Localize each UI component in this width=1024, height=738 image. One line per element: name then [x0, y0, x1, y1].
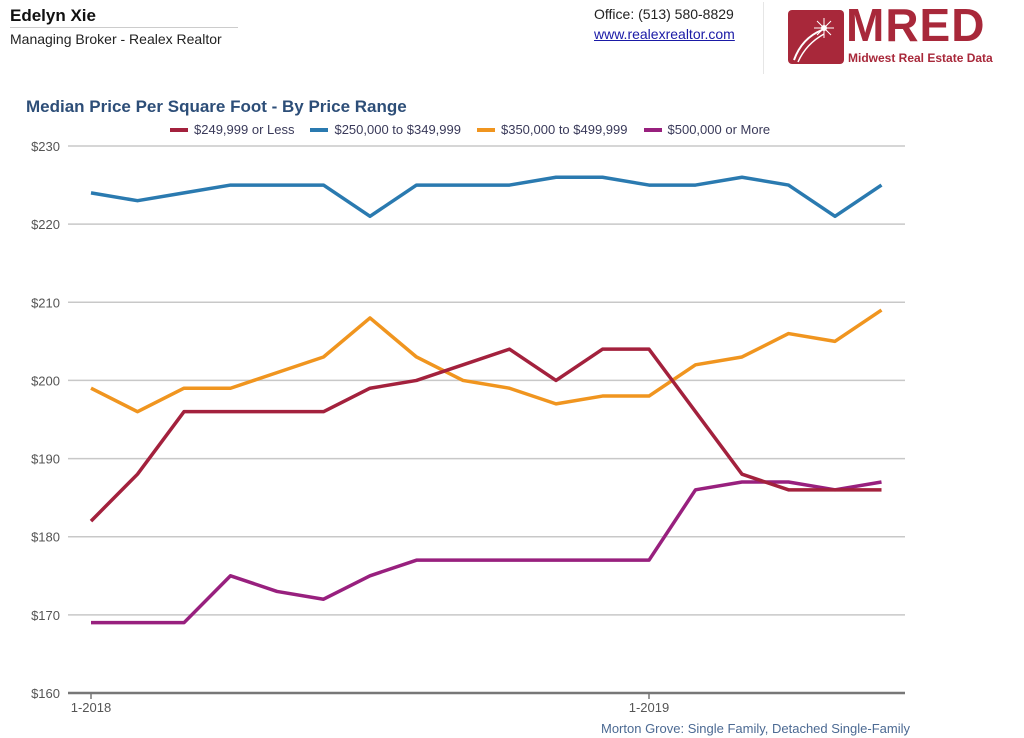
y-tick-label: $210 [31, 295, 60, 310]
website-link[interactable]: www.realexrealtor.com [594, 26, 735, 42]
legend-label: $249,999 or Less [194, 122, 295, 137]
legend-swatch [170, 128, 188, 132]
series-line-3 [90, 308, 883, 414]
legend-item[interactable]: $249,999 or Less [170, 122, 294, 138]
chart-footer: Morton Grove: Single Family, Detached Si… [601, 721, 910, 736]
y-tick-label: $220 [31, 217, 60, 232]
logo-wordmark: MRED [846, 0, 986, 51]
legend-swatch [310, 128, 329, 132]
legend-item[interactable]: $350,000 to $499,999 [476, 122, 628, 138]
x-tick-label: 1-2018 [71, 700, 111, 715]
legend-label: $500,000 or More [667, 122, 771, 137]
agent-title: Managing Broker - Realex Realtor [10, 31, 222, 47]
series-line-2 [90, 175, 883, 219]
legend-swatch [476, 128, 495, 132]
divider [763, 2, 764, 74]
y-tick-label: $170 [31, 608, 60, 623]
office-phone: Office: (513) 580-8829 [594, 6, 734, 22]
y-tick-label: $190 [31, 452, 60, 467]
legend-label: $350,000 to $499,999 [500, 122, 628, 137]
divider [10, 27, 238, 28]
legend-label: $250,000 to $349,999 [334, 122, 461, 137]
y-tick-label: $180 [31, 530, 60, 545]
y-tick-label: $230 [31, 139, 60, 154]
logo-subtitle: Midwest Real Estate Data [848, 51, 993, 65]
series-line-1 [89, 347, 882, 523]
mred-logo-icon [788, 10, 844, 64]
legend-swatch [643, 128, 662, 132]
series-line-4 [91, 480, 882, 625]
legend-item[interactable]: $500,000 or More [643, 122, 771, 138]
y-tick-label: $160 [31, 686, 60, 701]
y-tick-label: $200 [31, 373, 60, 388]
legend-item[interactable]: $250,000 to $349,999 [310, 122, 461, 138]
legend: $249,999 or Less $250,000 to $349,999 $350… [170, 122, 770, 138]
x-tick-label: 1-2019 [629, 700, 669, 715]
chart-title: Median Price Per Square Foot - By Price … [26, 97, 407, 116]
agent-name: Edelyn Xie [10, 6, 96, 25]
